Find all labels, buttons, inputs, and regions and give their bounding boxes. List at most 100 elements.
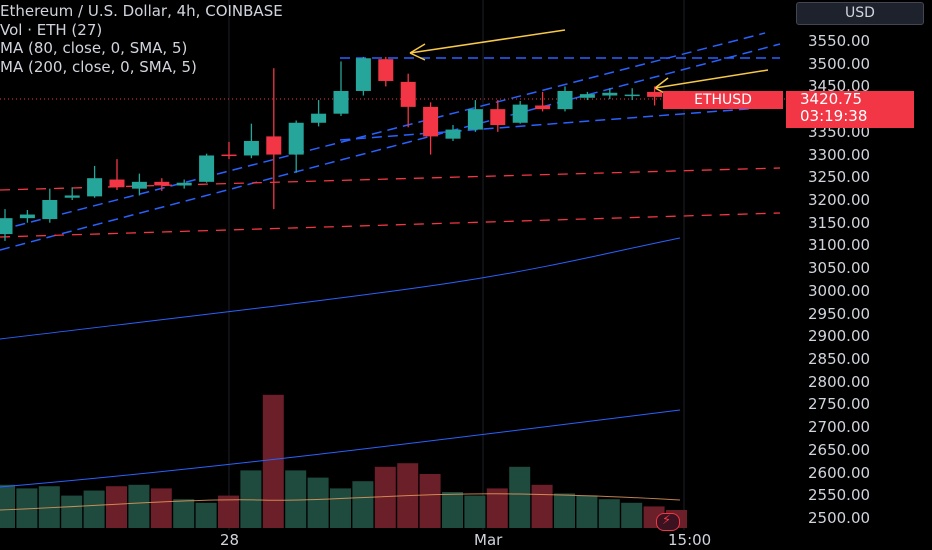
legend-ma80: MA (80, close, 0, SMA, 5) [0,39,188,57]
volume-bar [307,477,329,528]
candle-body [445,129,461,139]
legend-ma200: MA (200, close, 0, SMA, 5) [0,57,197,76]
volume-bar [330,488,351,528]
candle-body [378,59,394,81]
volume-bar [106,486,127,528]
volume-bar [61,495,83,528]
chart-grid [0,0,790,530]
flash-icon[interactable]: ⚡ [656,513,680,531]
channel-line-lower [0,43,781,251]
volume-bar [554,493,575,528]
candle-body [109,179,125,188]
ma-vol-line [0,409,681,488]
volume-bar [531,484,553,528]
candle-body [0,218,13,235]
volume-bar [352,481,374,528]
volume-bar [240,470,262,528]
candle-body [512,104,528,123]
x-label-1500: 15:00 [668,531,712,549]
volume-bar [374,466,396,528]
candle-body [311,113,327,123]
volume-bar [262,394,284,528]
x-label-mar: Mar [474,531,503,549]
volume-bar [419,474,441,528]
candle-body [579,94,595,98]
y-tick-label: 3150.00 [808,213,871,232]
y-tick-label: 2500.00 [808,509,871,527]
candle-body [42,200,58,220]
channel-line-upper [0,32,766,231]
level-line-lower [0,212,781,238]
y-tick-label: 2700.00 [808,418,871,437]
volume-bar [218,495,239,528]
chart-legend: Ethereum / U.S. Dollar, 4h, COINBASE Vol… [0,2,283,76]
last-price: 3420.75 [800,90,863,108]
volume-bar [576,495,598,528]
volume-bar [464,495,486,528]
volume-bar [442,492,463,528]
volume-bar [0,484,15,528]
y-tick-label: 3500.00 [808,54,871,73]
channel-line-mid [339,107,761,141]
candle-body [176,182,192,186]
last-price-tag: 3420.75 03:19:38 [786,91,914,128]
candle-body [490,109,506,126]
candles [0,56,707,241]
y-tick-label: 3000.00 [808,281,871,300]
y-tick-label: 3250.00 [808,168,871,187]
candle-body [87,178,103,197]
y-tick-label: 2750.00 [808,395,871,414]
y-tick-label: 3300.00 [808,145,871,164]
volume-bar [509,466,531,528]
y-tick-label: 3100.00 [808,236,871,255]
volume-bar [621,502,643,528]
volume-bar [486,488,508,528]
y-tick-label: 2600.00 [808,463,871,482]
volume-bar [150,488,172,528]
candle-body [64,195,80,198]
volume-bar [128,484,150,528]
candle-body [19,214,35,219]
legend-volume: Vol · ETH (27) [0,20,103,39]
candle-body [400,81,416,107]
candle-body [266,136,282,155]
candle-body [602,92,618,96]
drawings [0,29,781,251]
y-tick-label: 2850.00 [808,350,871,368]
candle-body [131,181,147,189]
y-tick-label: 3200.00 [808,191,871,209]
candle-body [423,106,439,137]
moving-averages [0,237,681,488]
candle-body [288,122,304,155]
volume-bar [195,502,217,528]
bar-countdown: 03:19:38 [800,107,868,125]
candle-body [355,58,371,91]
y-tick-label: 2900.00 [808,327,871,346]
level-line-upper [0,167,781,191]
candle-body [557,90,573,110]
volume-bar [173,499,195,528]
y-tick-label: 3450.00 [808,77,871,96]
volume-bar [285,470,307,528]
volume-bar [16,488,38,528]
currency-button[interactable]: USD [796,2,924,25]
arrow-annotation [409,29,566,61]
candle-body [221,154,237,157]
volume-bar [83,490,105,528]
candle-body [647,91,663,97]
y-tick-label: 2550.00 [808,486,871,505]
candle-body [199,155,215,182]
volume-bars [0,394,687,528]
x-label-28: 28 [220,531,240,549]
legend-title: Ethereum / U.S. Dollar, 4h, COINBASE [0,2,283,20]
y-tick-label: 2800.00 [808,372,871,391]
volume-ma-line [0,493,681,511]
candle-body [154,181,170,186]
ma200-line [0,237,681,340]
candle-body [624,94,640,97]
y-tick-label: 3050.00 [808,259,871,278]
y-tick-label: 3550.00 [808,32,871,50]
volume-bar [38,486,60,528]
y-tick-label: 2950.00 [808,304,871,323]
